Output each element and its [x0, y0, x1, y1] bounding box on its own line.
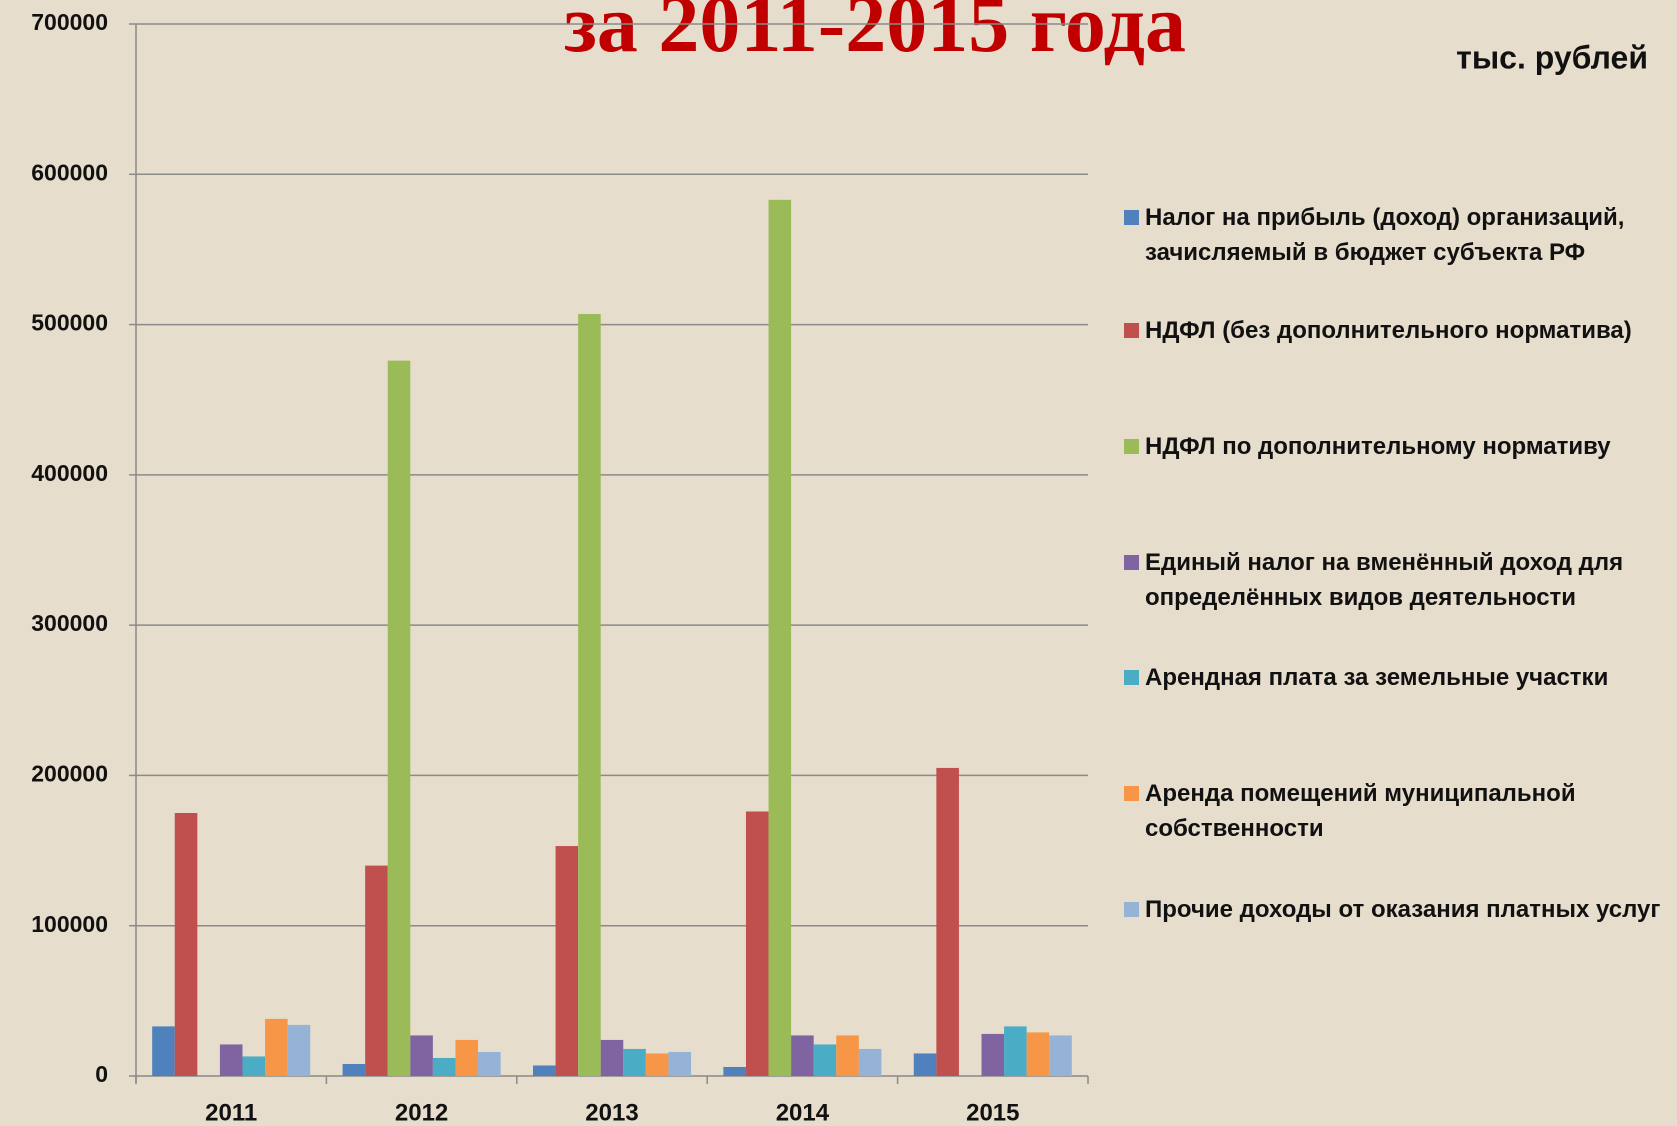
bar: [981, 1033, 1005, 1076]
legend-swatch: [1124, 670, 1139, 685]
bar: [365, 865, 388, 1076]
bar: [1004, 1026, 1027, 1076]
legend-swatch: [1124, 902, 1139, 917]
legend-item: Аренда помещений муниципальной собственн…: [1124, 776, 1675, 846]
legend-item: Арендная плата за земельные участки: [1124, 660, 1675, 695]
bar: [768, 199, 792, 1076]
legend-item: Налог на прибыль (доход) организаций, за…: [1124, 200, 1675, 270]
bar: [242, 1056, 266, 1076]
bar: [913, 1053, 937, 1076]
bar: [1049, 1035, 1072, 1076]
x-tick-label: 2014: [776, 1099, 830, 1126]
bar: [455, 1039, 479, 1076]
bar: [623, 1048, 646, 1076]
unit-label: тыс. рублей: [1456, 39, 1648, 75]
bar: [836, 1035, 859, 1076]
legend-label: Налог на прибыль (доход) организаций, за…: [1145, 204, 1625, 266]
bar: [791, 1035, 814, 1076]
y-tick-label: 200000: [31, 761, 108, 787]
legend-label: Аренда помещений муниципальной собственн…: [1145, 780, 1576, 842]
legend-item: Единый налог на вменённый доход для опре…: [1124, 545, 1675, 615]
x-tick-label: 2015: [966, 1099, 1019, 1126]
legend-swatch: [1124, 786, 1139, 801]
bar: [1026, 1032, 1050, 1076]
bar: [813, 1044, 837, 1076]
x-tick-label: 2011: [205, 1099, 257, 1126]
bar: [578, 314, 601, 1077]
bar: [936, 767, 959, 1076]
y-tick-label: 600000: [31, 159, 108, 185]
chart-title: за 2011-2015 года: [564, 0, 1186, 69]
legend-label: Прочие доходы от оказания платных услуг: [1145, 896, 1661, 923]
y-tick-label: 0: [95, 1061, 108, 1087]
legend-label: Единый налог на вменённый доход для опре…: [1145, 549, 1624, 611]
bar: [668, 1051, 692, 1076]
bar: [342, 1063, 366, 1076]
y-tick-label: 300000: [31, 610, 108, 636]
legend-label: НДФЛ по дополнительному нормативу: [1145, 433, 1611, 460]
bar: [387, 360, 411, 1076]
legend-item: Прочие доходы от оказания платных услуг: [1124, 892, 1675, 927]
legend-item: НДФЛ (без дополнительного норматива): [1124, 313, 1675, 348]
bar: [410, 1035, 433, 1076]
y-tick-label: 100000: [31, 911, 108, 937]
bar: [287, 1024, 311, 1076]
bar: [432, 1057, 456, 1076]
x-tick-label: 2012: [395, 1099, 448, 1126]
legend-swatch: [1124, 439, 1139, 454]
bar: [858, 1048, 882, 1076]
bar: [600, 1039, 624, 1076]
bar: [265, 1018, 288, 1076]
legend-item: НДФЛ по дополнительному нормативу: [1124, 429, 1675, 464]
bar: [745, 811, 769, 1076]
bar: [152, 1026, 175, 1076]
x-tick-label: 2013: [585, 1099, 638, 1126]
legend-label: Арендная плата за земельные участки: [1145, 664, 1609, 691]
bar: [219, 1044, 243, 1076]
legend-label: НДФЛ (без дополнительного норматива): [1145, 317, 1632, 344]
legend-swatch: [1124, 210, 1139, 225]
bar: [532, 1065, 556, 1076]
bar: [723, 1066, 746, 1076]
bar: [478, 1051, 501, 1076]
legend-swatch: [1124, 555, 1139, 570]
y-tick-label: 400000: [31, 460, 108, 486]
y-tick-label: 500000: [31, 310, 108, 336]
bar: [174, 813, 198, 1076]
bar: [555, 846, 579, 1076]
bar: [645, 1053, 669, 1076]
legend-swatch: [1124, 323, 1139, 338]
y-tick-label: 700000: [31, 9, 108, 35]
